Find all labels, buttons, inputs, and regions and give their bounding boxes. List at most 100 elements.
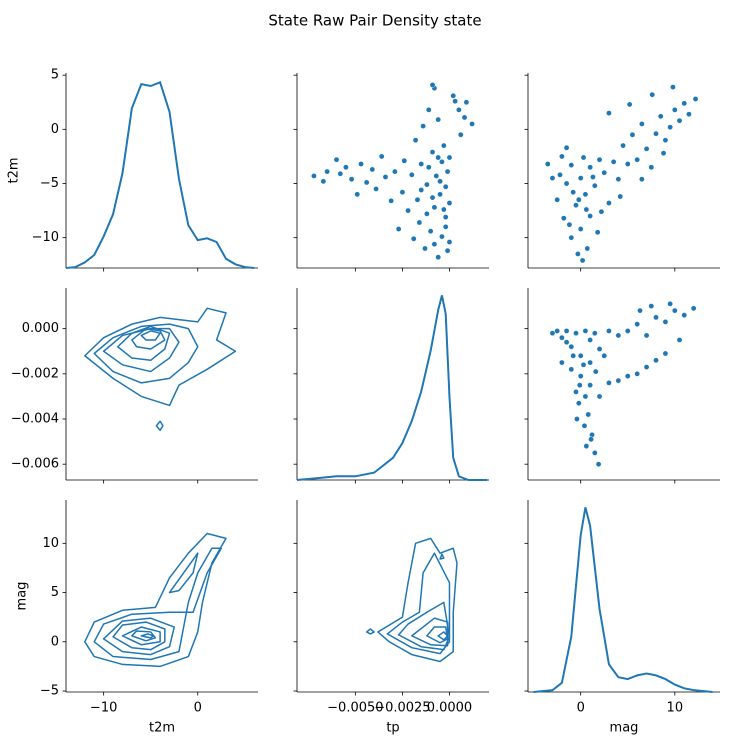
scatter-point: [681, 312, 688, 318]
scatter-point: [667, 124, 673, 130]
scatter-point: [648, 164, 655, 171]
scatter-point: [639, 121, 645, 127]
scatter-point: [583, 443, 590, 449]
scatter-point: [444, 247, 451, 254]
kde-curve: [533, 507, 713, 693]
scatter-point: [563, 339, 570, 346]
scatter-point: [615, 377, 622, 384]
scatter-point: [587, 213, 593, 219]
y-tick-label: 5: [51, 585, 59, 600]
scatter-point: [437, 178, 443, 185]
scatter-point: [606, 110, 612, 116]
scatter-point: [592, 450, 598, 456]
scatter-point: [418, 161, 425, 167]
scatter-point: [587, 337, 593, 343]
scatter-point: [601, 352, 608, 359]
scatter-point: [409, 172, 415, 178]
scatter-point: [596, 156, 603, 163]
scatter-point: [405, 207, 411, 214]
scatter-point: [575, 251, 581, 257]
scatter-point: [624, 373, 631, 379]
scatter-point: [582, 328, 589, 334]
scatter-point: [662, 350, 669, 357]
scatter-point: [435, 116, 441, 123]
scatter-point: [626, 101, 633, 108]
scatter-point: [401, 157, 408, 164]
figure-title: State Raw Pair Density state: [268, 12, 481, 30]
scatter-point: [615, 176, 622, 182]
scatter-point: [587, 382, 593, 388]
scatter-point: [624, 328, 631, 334]
scatter-point: [610, 159, 617, 165]
scatter-point: [577, 352, 584, 359]
scatter-point: [662, 319, 669, 325]
scatter-point: [576, 400, 582, 407]
scatter-point: [373, 186, 379, 192]
scatter-point: [442, 183, 449, 190]
scatter-point: [427, 228, 434, 234]
scatter-point: [450, 92, 457, 99]
scatter-point: [672, 107, 678, 113]
scatter-point: [606, 200, 612, 206]
scatter-point: [444, 168, 451, 175]
contour-line: [131, 630, 157, 642]
scatter-point: [442, 214, 449, 220]
y-tick-label: 0: [51, 122, 59, 137]
scatter-point: [429, 82, 436, 88]
scatter-point: [596, 346, 603, 352]
scatter-point: [592, 368, 599, 375]
contour-line: [411, 617, 449, 647]
scatter-point: [311, 173, 317, 179]
scatter-point: [595, 461, 602, 467]
scatter-point: [643, 332, 650, 339]
scatter-point: [587, 359, 593, 366]
scatter-point: [469, 121, 475, 127]
scatter-point: [576, 196, 582, 203]
scatter-point: [676, 117, 683, 124]
contour-line: [140, 633, 155, 639]
scatter-point: [412, 137, 419, 143]
scatter-point: [399, 189, 406, 195]
scatter-point: [574, 416, 580, 422]
scatter-point: [343, 164, 349, 171]
scatter-point: [441, 142, 447, 149]
scatter-point: [446, 239, 453, 245]
scatter-point: [425, 164, 432, 171]
scatter-point: [624, 161, 631, 167]
contour-line: [426, 626, 449, 644]
scatter-point: [456, 107, 462, 113]
scatter-point: [358, 161, 364, 167]
x-axis-label: tp: [386, 721, 399, 736]
scatter-point: [348, 176, 355, 182]
scatter-point: [598, 208, 605, 215]
scatter-point: [559, 359, 565, 366]
x-tick-label: 0.0000: [427, 701, 473, 716]
scatter-point: [560, 215, 567, 221]
y-tick-label: −0.004: [11, 412, 59, 427]
scatter-point: [557, 172, 563, 178]
scatter-point: [414, 196, 421, 203]
scatter-point: [662, 137, 669, 143]
contour-line: [377, 537, 458, 663]
y-tick-label: −10: [32, 230, 59, 245]
scatter-point: [439, 233, 445, 240]
scatter-point: [590, 174, 596, 180]
scatter-point: [601, 169, 608, 176]
scatter-point: [653, 357, 659, 364]
scatter-point: [643, 364, 650, 370]
scatter-point: [615, 332, 622, 339]
y-tick-label: 10: [42, 536, 59, 551]
scatter-point: [581, 422, 588, 429]
contour-line: [397, 601, 451, 651]
scatter-point: [585, 411, 592, 418]
scatter-point: [672, 307, 678, 314]
scatter-point: [573, 202, 579, 208]
contour-line: [112, 621, 166, 651]
scatter-point: [582, 191, 589, 198]
scatter-point: [452, 98, 458, 104]
scatter-point: [588, 436, 594, 443]
y-axis-label: t2m: [7, 157, 22, 183]
kde-curve: [296, 295, 488, 481]
scatter-point: [580, 361, 587, 368]
scatter-point: [429, 149, 436, 155]
